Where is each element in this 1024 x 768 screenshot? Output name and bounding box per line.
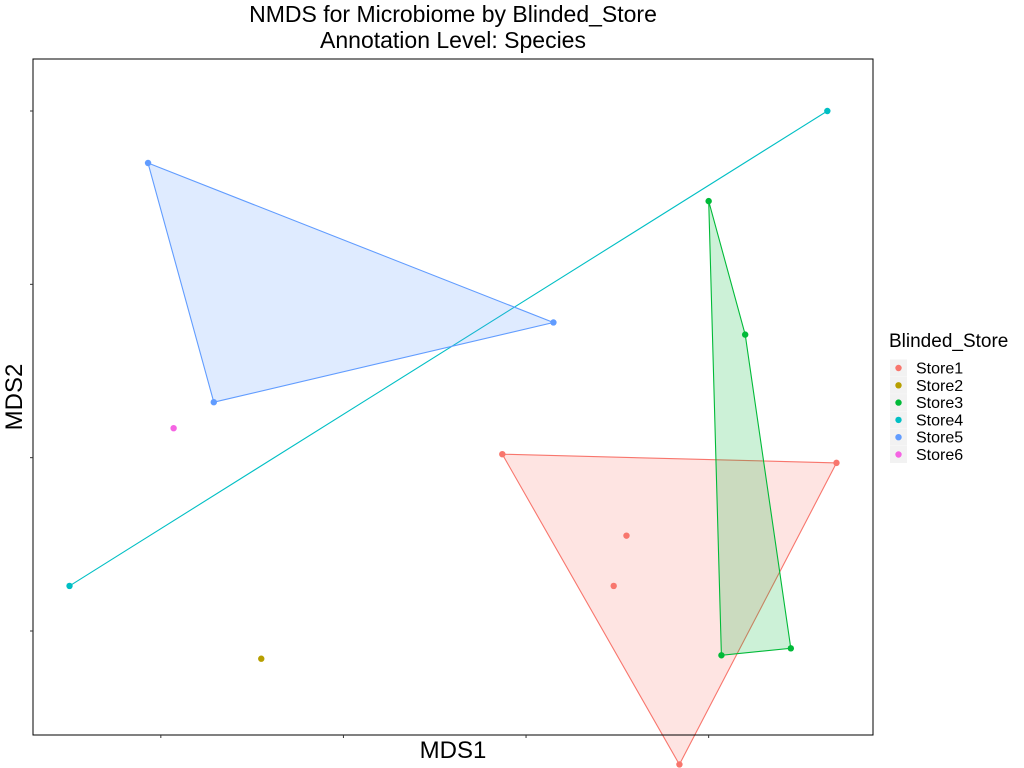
point-store3-3 xyxy=(718,652,725,659)
hull-store5 xyxy=(147,162,556,403)
legend-swatch-store2 xyxy=(895,382,902,389)
hull-store4 xyxy=(69,110,828,587)
point-store5-1 xyxy=(144,159,152,167)
point-store2-1 xyxy=(258,655,265,662)
point-store4-2 xyxy=(824,107,831,115)
legend-label-store2: Store2 xyxy=(916,378,963,395)
plot-panel-border xyxy=(32,58,874,736)
x-axis-ticks xyxy=(160,735,710,738)
point-layer xyxy=(66,107,840,768)
point-store5-2 xyxy=(550,319,557,326)
legend-swatch-store4 xyxy=(895,416,902,424)
y-axis-ticks xyxy=(30,110,33,632)
legend-label-store3: Store3 xyxy=(916,395,963,412)
point-store1-1 xyxy=(499,451,506,458)
point-store5-3 xyxy=(210,399,217,406)
chart-title: NMDS for Microbiome by Blinded_Store xyxy=(249,1,657,27)
point-store3-2 xyxy=(741,331,749,338)
legend-title: Blinded_Store xyxy=(889,331,1008,352)
legend-label-store5: Store5 xyxy=(916,430,963,447)
legend-label-store6: Store6 xyxy=(916,447,963,464)
legend-label-store1: Store1 xyxy=(916,361,963,378)
point-store1-3 xyxy=(623,532,630,539)
point-store3-4 xyxy=(787,645,795,652)
y-axis-label: MDS2 xyxy=(1,364,28,431)
chart-subtitle: Annotation Level: Species xyxy=(320,27,586,53)
point-store1-4 xyxy=(610,582,617,590)
hull-layer xyxy=(69,110,838,766)
hull-store3 xyxy=(708,200,792,656)
legend-swatch-store3 xyxy=(895,399,902,406)
legend: Blinded_Store Store1Store2Store3Store4St… xyxy=(889,331,1008,464)
point-store4-1 xyxy=(66,582,73,590)
hull-store1 xyxy=(501,453,838,766)
point-store3-1 xyxy=(705,197,712,205)
legend-swatch-store5 xyxy=(895,434,902,441)
point-store1-5 xyxy=(676,761,683,768)
x-axis-label: MDS1 xyxy=(420,737,487,764)
point-store6-1 xyxy=(170,425,177,432)
legend-swatch-store6 xyxy=(895,451,902,458)
legend-label-store4: Store4 xyxy=(916,412,963,429)
point-store1-2 xyxy=(833,459,840,467)
legend-swatch-store1 xyxy=(895,364,902,372)
